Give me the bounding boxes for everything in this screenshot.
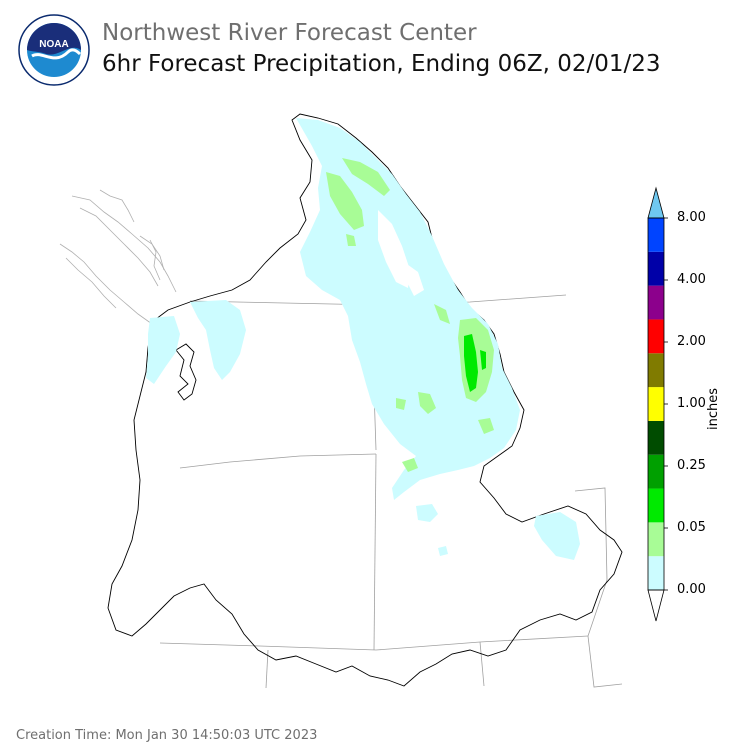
tick-label: 8.00 [677, 210, 706, 225]
tick-label: 0.25 [677, 458, 706, 473]
colorbar-bin [648, 353, 664, 388]
creation-time: Creation Time: Mon Jan 30 14:50:03 UTC 2… [16, 728, 318, 743]
colorbar-unit-label: inches [706, 387, 721, 430]
puget-sound [175, 343, 197, 401]
tick-label: 1.00 [677, 396, 706, 411]
tick-label: 4.00 [677, 272, 706, 287]
colorbar-bin [648, 556, 664, 590]
colorbar-bin [648, 251, 664, 286]
precip-bright-green [464, 334, 486, 392]
basin-outline [107, 113, 623, 687]
canada-coastline [59, 189, 177, 325]
colorbar-bin [648, 522, 664, 557]
colorbar-bottom-arrow [647, 589, 665, 622]
tick-label: 0.00 [677, 582, 706, 597]
colorbar-bin [648, 285, 664, 320]
tick-label: 0.05 [677, 520, 706, 535]
org-title: Northwest River Forecast Center [102, 20, 477, 46]
colorbar-bin [648, 218, 664, 252]
colorbar-bin [648, 387, 664, 421]
product-title: 6hr Forecast Precipitation, Ending 06Z, … [102, 51, 661, 77]
colorbar-ticks [664, 217, 668, 591]
no-precip-gaps [378, 210, 424, 296]
colorbar-bin [648, 319, 664, 354]
logo-text: NOAA [39, 39, 68, 50]
colorbar-top-arrow [647, 186, 665, 219]
noaa-seal-icon: NOAA [18, 14, 90, 86]
colorbar-bin [648, 454, 664, 489]
colorbar-bins [648, 218, 664, 590]
tick-label: 2.00 [677, 334, 706, 349]
colorbar-bin [648, 488, 664, 523]
colorbar-bin [648, 420, 664, 455]
